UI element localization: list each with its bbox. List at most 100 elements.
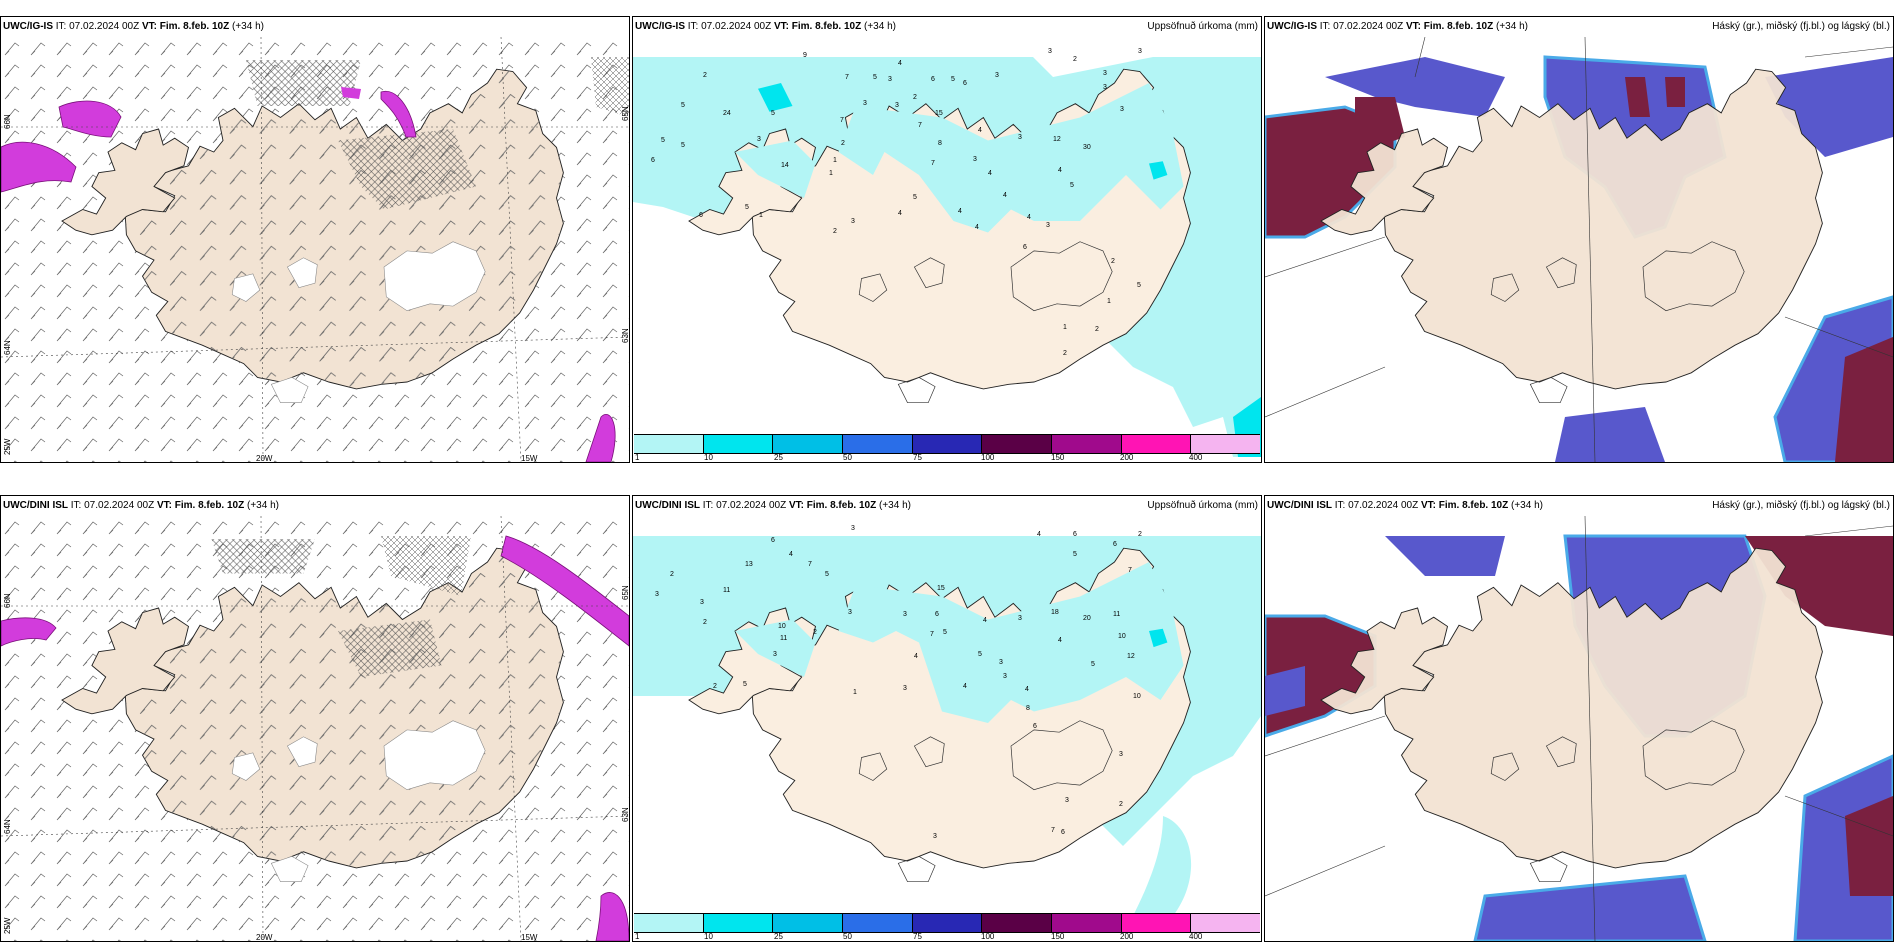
- precip-value-label: 4: [1037, 531, 1041, 538]
- lon-label: 20W: [256, 454, 273, 463]
- precip-value-label: 8: [1026, 705, 1030, 712]
- legend-tick: 400: [1189, 453, 1203, 462]
- precip-value-label: 4: [978, 127, 982, 134]
- precip-value-label: 5: [681, 142, 685, 149]
- precip-value-label: 7: [930, 631, 934, 638]
- precip-value-label: 3: [903, 685, 907, 692]
- legend-tick: 1: [635, 453, 640, 462]
- precip-value-label: 3: [1103, 70, 1107, 77]
- lead-time: (+34 h): [247, 500, 279, 511]
- legend-bar: [634, 434, 1261, 454]
- lat-label: 25W: [3, 438, 12, 455]
- valid-time: Fim. 8.feb. 10Z: [174, 500, 245, 511]
- legend-tick: 400: [1189, 932, 1203, 941]
- precip-value-label: 5: [1137, 282, 1141, 289]
- panel-precip-dini: UWC/DINI ISL IT: 07.02.2024 00Z VT: Fim.…: [632, 495, 1262, 942]
- legend-swatch: [1121, 914, 1192, 932]
- precip-value-label: 7: [918, 122, 922, 129]
- precip-value-label: 3: [848, 609, 852, 616]
- precip-value-label: 3: [863, 100, 867, 107]
- legend-swatch: [1121, 435, 1192, 453]
- precip-value-label: 5: [661, 137, 665, 144]
- precip-value-label: 3: [1120, 106, 1124, 113]
- precip-value-label: 8: [938, 140, 942, 147]
- precip-value-label: 1: [833, 157, 837, 164]
- precip-value-label: 4: [975, 224, 979, 231]
- precip-value-label: 5: [1070, 182, 1074, 189]
- precip-value-label: 5: [771, 110, 775, 117]
- map-canvas[interactable]: [1, 516, 629, 941]
- precip-value-label: 6: [935, 611, 939, 618]
- legend-swatch: [773, 914, 844, 932]
- legend-tick: 150: [1051, 932, 1065, 941]
- precip-value-label: 2: [1119, 801, 1123, 808]
- precip-value-label: 5: [681, 102, 685, 109]
- it-label: IT:: [55, 21, 67, 32]
- vt-label: VT:: [788, 500, 804, 511]
- precip-value-label: 2: [703, 72, 707, 79]
- precip-value-label: 5: [825, 571, 829, 578]
- precip-value-label: 11: [723, 587, 730, 594]
- precip-value-label: 10: [1133, 693, 1141, 700]
- precip-value-label: 13: [745, 561, 753, 568]
- precip-value-label: 11: [1113, 611, 1120, 618]
- precip-value-label: 2: [841, 140, 845, 147]
- precip-value-label: 7: [1128, 567, 1132, 574]
- precip-value-label: 4: [1058, 637, 1062, 644]
- legend-tick: 150: [1051, 453, 1065, 462]
- legend-swatch: [634, 435, 704, 453]
- precip-value-label: 3: [1048, 48, 1052, 55]
- panel-title: Háský (gr.), miðský (fj.bl.) og lágský (…: [1712, 500, 1890, 511]
- legend-swatch: [982, 914, 1053, 932]
- precip-value-label: 5: [913, 194, 917, 201]
- legend-tick: 100: [981, 453, 995, 462]
- lead-time: (+34 h): [1496, 21, 1528, 32]
- precip-value-label: 5: [978, 651, 982, 658]
- precip-value-label: 3: [851, 525, 855, 532]
- panel-header: UWC/DINI ISL IT: 07.02.2024 00Z VT: Fim.…: [1, 496, 629, 516]
- precip-value-label: 11: [780, 635, 787, 642]
- precip-value-label: 2: [1063, 350, 1067, 357]
- precip-value-label: 30: [1083, 144, 1091, 151]
- panel-title: Uppsöfnuð úrkoma (mm): [1147, 21, 1258, 32]
- legend-tick: 50: [843, 932, 852, 941]
- precip-value-label: 3: [1003, 673, 1007, 680]
- precip-value-label: 1: [853, 689, 857, 696]
- init-time: 07.02.2024 00Z: [69, 21, 140, 32]
- lat-label: 63N: [621, 328, 630, 343]
- legend-swatch: [1052, 914, 1122, 932]
- precip-value-label: 4: [1058, 167, 1062, 174]
- model-name: UWC/IG-IS: [635, 21, 685, 32]
- panel-wind-dini: UWC/DINI ISL IT: 07.02.2024 00Z VT: Fim.…: [0, 495, 630, 942]
- legend-tick: 200: [1120, 932, 1134, 941]
- init-time: 07.02.2024 00Z: [84, 500, 155, 511]
- legend-tick: 75: [913, 453, 922, 462]
- legend-swatch: [703, 435, 774, 453]
- precip-value-label: 7: [840, 117, 844, 124]
- precip-value-label: 2: [1073, 56, 1077, 63]
- lead-time: (+34 h): [232, 21, 264, 32]
- legend-swatch: [703, 914, 774, 932]
- map-canvas[interactable]: [1265, 37, 1893, 462]
- precip-value-label: 3: [851, 218, 855, 225]
- lead-time: (+34 h): [879, 500, 911, 511]
- panel-title: Háský (gr.), miðský (fj.bl.) og lágský (…: [1712, 21, 1890, 32]
- model-name: UWC/DINI ISL: [635, 500, 700, 511]
- precip-value-label: 3: [895, 102, 899, 109]
- precip-value-label: 4: [914, 653, 918, 660]
- legend-ticks: 1 10 25 50 75 100 150 200 400: [633, 453, 1261, 462]
- precip-value-label: 3: [1138, 48, 1142, 55]
- legend-swatch: [773, 435, 844, 453]
- precip-value-label: 6: [1023, 244, 1027, 251]
- precip-value-label: 4: [1003, 192, 1007, 199]
- model-name: UWC/IG-IS: [3, 21, 53, 32]
- map-canvas[interactable]: [1265, 516, 1893, 941]
- vt-label: VT:: [773, 21, 789, 32]
- map-canvas[interactable]: [1, 37, 629, 462]
- lat-label: 64N: [3, 340, 12, 355]
- precip-value-label: 5: [1091, 661, 1095, 668]
- precip-value-label: 7: [931, 160, 935, 167]
- valid-time: Fim. 8.feb. 10Z: [159, 21, 230, 32]
